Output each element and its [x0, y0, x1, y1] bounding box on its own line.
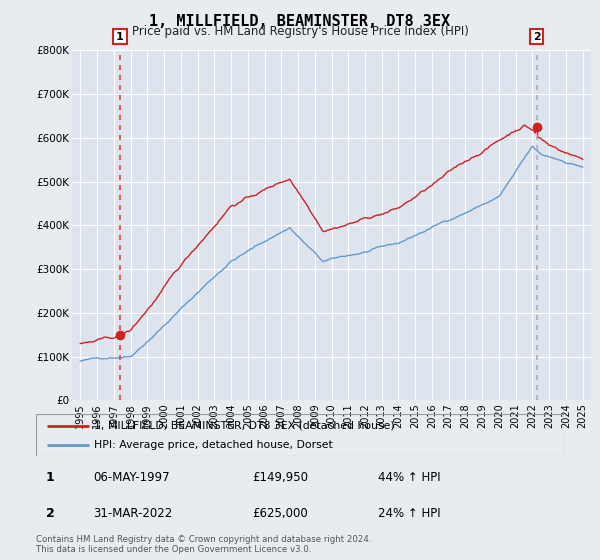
Text: £625,000: £625,000 [252, 507, 308, 520]
Text: Contains HM Land Registry data © Crown copyright and database right 2024.
This d: Contains HM Land Registry data © Crown c… [36, 535, 371, 554]
Text: 2: 2 [533, 32, 541, 41]
Text: HPI: Average price, detached house, Dorset: HPI: Average price, detached house, Dors… [94, 440, 333, 450]
Text: 1: 1 [116, 32, 124, 41]
Text: 44% ↑ HPI: 44% ↑ HPI [378, 471, 440, 484]
Text: £149,950: £149,950 [252, 471, 308, 484]
Text: 06-MAY-1997: 06-MAY-1997 [93, 471, 170, 484]
Text: 1: 1 [46, 471, 55, 484]
Text: 31-MAR-2022: 31-MAR-2022 [93, 507, 172, 520]
Text: 24% ↑ HPI: 24% ↑ HPI [378, 507, 440, 520]
Text: 1, MILLFIELD, BEAMINSTER, DT8 3EX (detached house): 1, MILLFIELD, BEAMINSTER, DT8 3EX (detac… [94, 421, 395, 431]
Text: Price paid vs. HM Land Registry's House Price Index (HPI): Price paid vs. HM Land Registry's House … [131, 25, 469, 38]
Text: 2: 2 [46, 507, 55, 520]
Text: 1, MILLFIELD, BEAMINSTER, DT8 3EX: 1, MILLFIELD, BEAMINSTER, DT8 3EX [149, 14, 451, 29]
